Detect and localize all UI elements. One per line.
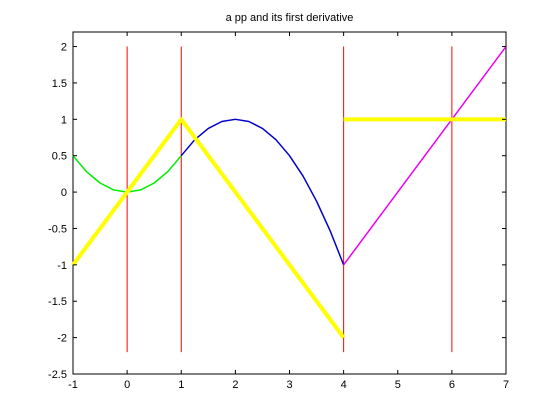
series-line-4 [71, 117, 346, 339]
y-tick-label: -1.5 [48, 296, 67, 308]
x-tick-label: 3 [286, 379, 292, 391]
y-tick-label: 0 [61, 187, 67, 199]
series-line-3 [343, 46, 507, 266]
y-tick-label: -1 [57, 260, 67, 272]
x-tick-label: 6 [449, 379, 455, 391]
x-tick-label: 0 [124, 379, 130, 391]
y-tick-label: -0.5 [48, 223, 67, 235]
y-tick-label: 1 [61, 114, 67, 126]
y-tick-label: -2 [57, 333, 67, 345]
x-tick-label: -1 [68, 379, 78, 391]
series-line-2 [180, 118, 345, 266]
x-tick-label: 4 [341, 379, 347, 391]
plot-area [72, 31, 507, 375]
x-tick-label: 5 [395, 379, 401, 391]
x-tick-label: 2 [232, 379, 238, 391]
y-tick-label: 0.5 [52, 151, 67, 163]
y-tick-label: 1.5 [52, 78, 67, 90]
x-tick-label: 7 [503, 379, 509, 391]
y-tick-label: 2 [61, 42, 67, 54]
y-tick-label: -2.5 [48, 369, 67, 381]
x-tick-label: 1 [178, 379, 184, 391]
chart-title: a pp and its first derivative [226, 12, 354, 24]
